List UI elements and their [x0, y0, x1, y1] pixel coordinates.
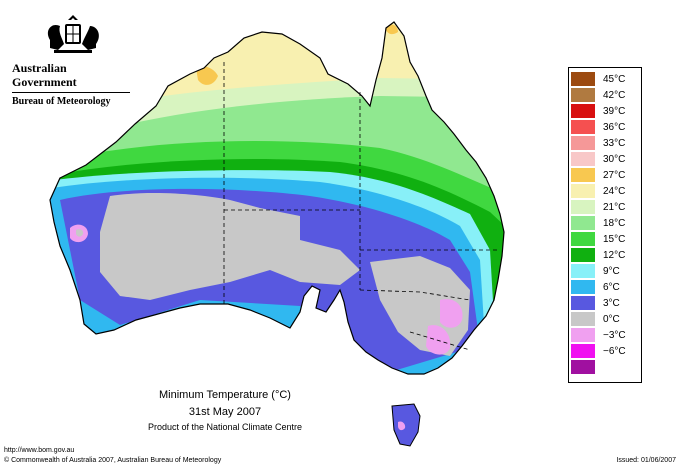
legend-swatch: [571, 280, 595, 295]
tasmania: [391, 403, 421, 447]
legend-label: 36°C: [603, 122, 626, 133]
legend-swatch: [571, 88, 595, 103]
legend-label: 24°C: [603, 186, 626, 197]
website-link[interactable]: http://www.bom.gov.au: [4, 447, 75, 454]
legend-item: −6°C: [571, 344, 639, 359]
legend-label: 30°C: [603, 154, 626, 165]
temperature-legend: 45°C 42°C 39°C 36°C 33°C 30°C 27°C 24°C 21°C 18°C…: [568, 67, 642, 383]
legend-label: 42°C: [603, 90, 626, 101]
org-line-2: Bureau of Meteorology: [12, 96, 111, 107]
legend-item: 21°C: [571, 200, 639, 215]
legend-item: 24°C: [571, 184, 639, 199]
legend-item: −3°C: [571, 328, 639, 343]
issued-date: Issued: 01/06/2007: [616, 457, 676, 464]
divider: [12, 92, 130, 93]
legend-item: 18°C: [571, 216, 639, 231]
legend-label: 9°C: [603, 266, 620, 277]
legend-swatch: [571, 104, 595, 119]
legend-label: 0°C: [603, 314, 620, 325]
legend-swatch: [571, 312, 595, 327]
legend-item: 39°C: [571, 104, 639, 119]
map-title: Minimum Temperature (°C): [159, 389, 291, 401]
copyright-text: © Commonwealth of Australia 2007, Austra…: [4, 457, 222, 464]
legend-swatch: [571, 344, 595, 359]
map-date: 31st May 2007: [188, 406, 262, 418]
legend-label: 6°C: [603, 282, 620, 293]
org-line-1: Australian Government: [12, 61, 77, 89]
legend-swatch: [571, 248, 595, 263]
legend-item: [571, 360, 639, 375]
legend-item: 27°C: [571, 168, 639, 183]
legend-item: 6°C: [571, 280, 639, 295]
legend-label: 27°C: [603, 170, 626, 181]
legend-item: 3°C: [571, 296, 639, 311]
legend-swatch: [571, 72, 595, 87]
legend-item: 12°C: [571, 248, 639, 263]
legend-item: 15°C: [571, 232, 639, 247]
legend-swatch: [571, 200, 595, 215]
legend-swatch: [571, 168, 595, 183]
legend-label: 3°C: [603, 298, 620, 309]
map-caption: Minimum Temperature (°C) 31st May 2007 P…: [100, 388, 350, 433]
legend-label: 45°C: [603, 74, 626, 85]
legend-item: 45°C: [571, 72, 639, 87]
legend-swatch: [571, 328, 595, 343]
map-source: Product of the National Climate Centre: [147, 422, 303, 432]
legend-swatch: [571, 120, 595, 135]
legend-label: 12°C: [603, 250, 626, 261]
legend-swatch: [571, 296, 595, 311]
legend-item: 9°C: [571, 264, 639, 279]
legend-label: −3°C: [603, 330, 626, 341]
legend-swatch: [571, 184, 595, 199]
legend-item: 30°C: [571, 152, 639, 167]
coat-of-arms-icon: [47, 15, 99, 53]
legend-label: 18°C: [603, 218, 626, 229]
legend-swatch: [571, 264, 595, 279]
government-branding: Australian Government Bureau of Meteorol…: [12, 61, 132, 108]
legend-label: 33°C: [603, 138, 626, 149]
legend-swatch: [571, 216, 595, 231]
legend-item: 33°C: [571, 136, 639, 151]
legend-label: −6°C: [603, 346, 626, 357]
legend-label: 15°C: [603, 234, 626, 245]
legend-swatch: [571, 360, 595, 375]
legend-item: 36°C: [571, 120, 639, 135]
legend-label: 21°C: [603, 202, 626, 213]
legend-item: 0°C: [571, 312, 639, 327]
legend-swatch: [571, 232, 595, 247]
legend-swatch: [571, 152, 595, 167]
legend-swatch: [571, 136, 595, 151]
legend-item: 42°C: [571, 88, 639, 103]
legend-label: 39°C: [603, 106, 626, 117]
